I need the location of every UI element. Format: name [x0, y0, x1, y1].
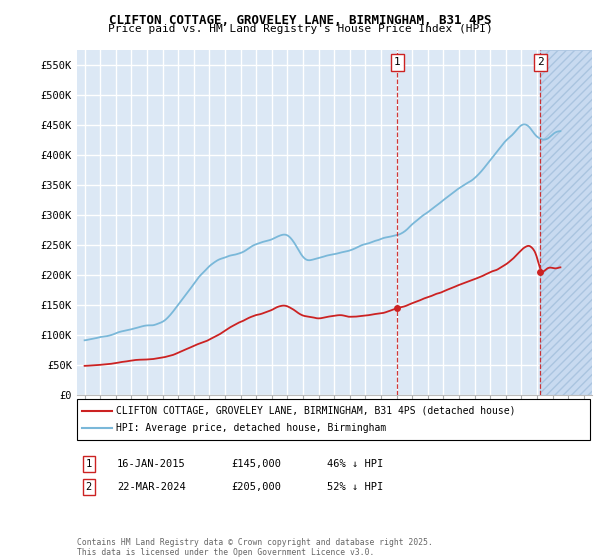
Text: 22-MAR-2024: 22-MAR-2024 [117, 482, 186, 492]
Text: 2: 2 [537, 58, 544, 67]
Text: 52% ↓ HPI: 52% ↓ HPI [327, 482, 383, 492]
Bar [541, 50, 592, 395]
Text: Price paid vs. HM Land Registry's House Price Index (HPI): Price paid vs. HM Land Registry's House … [107, 24, 493, 34]
Text: CLIFTON COTTAGE, GROVELEY LANE, BIRMINGHAM, B31 4PS: CLIFTON COTTAGE, GROVELEY LANE, BIRMINGH… [109, 14, 491, 27]
Text: CLIFTON COTTAGE, GROVELEY LANE, BIRMINGHAM, B31 4PS (detached house): CLIFTON COTTAGE, GROVELEY LANE, BIRMINGH… [116, 405, 515, 416]
Text: 1: 1 [394, 58, 401, 67]
Text: 2: 2 [86, 482, 92, 492]
Text: £145,000: £145,000 [231, 459, 281, 469]
Text: 1: 1 [86, 459, 92, 469]
Text: £205,000: £205,000 [231, 482, 281, 492]
Text: HPI: Average price, detached house, Birmingham: HPI: Average price, detached house, Birm… [116, 423, 386, 433]
Text: 46% ↓ HPI: 46% ↓ HPI [327, 459, 383, 469]
Text: Contains HM Land Registry data © Crown copyright and database right 2025.
This d: Contains HM Land Registry data © Crown c… [77, 538, 433, 557]
Text: 16-JAN-2015: 16-JAN-2015 [117, 459, 186, 469]
Bar [541, 50, 592, 395]
